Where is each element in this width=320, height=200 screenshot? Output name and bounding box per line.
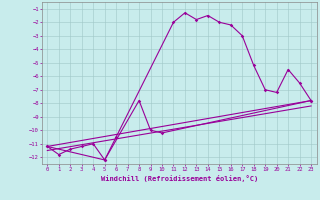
X-axis label: Windchill (Refroidissement éolien,°C): Windchill (Refroidissement éolien,°C) (100, 175, 258, 182)
